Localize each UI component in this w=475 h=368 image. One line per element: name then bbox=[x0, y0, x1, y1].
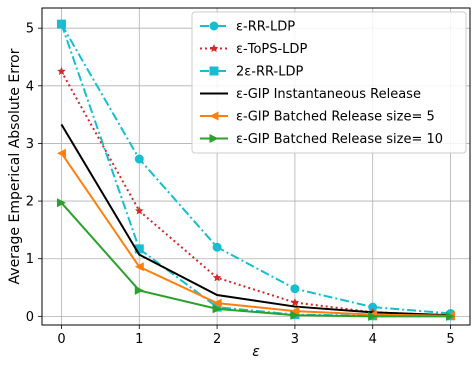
series-line bbox=[60, 152, 451, 317]
series-line bbox=[60, 23, 451, 317]
data-point bbox=[56, 19, 66, 29]
legend-entry: ε-GIP Instantaneous Release bbox=[200, 87, 421, 102]
data-point bbox=[56, 148, 66, 158]
legend-marker bbox=[209, 134, 219, 143]
data-point bbox=[212, 242, 222, 252]
data-point bbox=[134, 262, 144, 272]
data-point bbox=[212, 273, 222, 282]
series-layer bbox=[56, 19, 456, 321]
series-line bbox=[60, 23, 451, 315]
data-point bbox=[290, 306, 300, 316]
x-tick-label: 4 bbox=[369, 332, 377, 347]
x-tick-label: 5 bbox=[446, 332, 454, 347]
legend-marker bbox=[209, 111, 219, 121]
data-point bbox=[134, 154, 144, 164]
x-axis-title: ε bbox=[252, 344, 260, 360]
data-point bbox=[446, 311, 456, 321]
legend-entry: ε-ToPS-LDP bbox=[200, 42, 307, 57]
legend-marker bbox=[209, 66, 219, 76]
y-tick-label: 3 bbox=[26, 137, 34, 152]
legend-marker bbox=[209, 44, 219, 53]
legend-label: ε-GIP Batched Release size= 10 bbox=[236, 132, 443, 147]
data-point bbox=[290, 298, 300, 307]
series-line bbox=[60, 202, 451, 318]
y-tick-label: 0 bbox=[26, 310, 34, 325]
legend-entry: ε-RR-LDP bbox=[200, 20, 295, 35]
x-tick-label: 1 bbox=[135, 332, 143, 347]
legend-label: ε-GIP Instantaneous Release bbox=[236, 87, 421, 102]
axis-ticks: 0 1 2 3 4 5 0 1 2 3 4 5 bbox=[26, 22, 455, 347]
x-tick-label: 0 bbox=[57, 332, 65, 347]
x-tick-label: 2 bbox=[213, 332, 221, 347]
y-tick-label: 4 bbox=[26, 79, 34, 94]
data-point bbox=[134, 285, 144, 295]
data-point bbox=[57, 66, 66, 76]
data-point bbox=[134, 244, 144, 254]
series-line bbox=[60, 123, 451, 317]
legend-entry: ε-GIP Batched Release size= 10 bbox=[200, 132, 443, 147]
legend-entry: 2ε-RR-LDP bbox=[200, 65, 303, 80]
y-tick-label: 1 bbox=[26, 252, 34, 267]
legend: ε-RR-LDP ε-ToPS-LDP 2ε-RR-LDP ε-GIP Instant… bbox=[191, 11, 467, 154]
y-tick-label: 5 bbox=[26, 22, 34, 37]
legend-entry: ε-GIP Batched Release size= 5 bbox=[200, 110, 435, 125]
series-3 bbox=[60, 123, 451, 317]
data-point bbox=[368, 302, 378, 312]
data-point bbox=[212, 304, 222, 314]
legend-label: ε-RR-LDP bbox=[236, 20, 295, 35]
data-point bbox=[290, 310, 300, 320]
data-point bbox=[290, 284, 300, 294]
legend-box bbox=[191, 11, 467, 154]
legend-marker bbox=[209, 21, 219, 31]
series-5 bbox=[56, 198, 456, 321]
data-point bbox=[134, 206, 144, 215]
plot-frame bbox=[41, 7, 471, 326]
legend-label: ε-GIP Batched Release size= 5 bbox=[236, 110, 435, 125]
legend-label: 2ε-RR-LDP bbox=[236, 65, 303, 80]
data-point bbox=[368, 311, 378, 321]
data-point bbox=[56, 198, 66, 208]
y-axis-title: Average Emperical Absolute Error bbox=[7, 48, 23, 284]
x-tick-label: 3 bbox=[291, 332, 299, 347]
data-point bbox=[212, 298, 222, 308]
y-tick-label: 2 bbox=[26, 195, 34, 210]
legend-label: ε-ToPS-LDP bbox=[236, 42, 307, 57]
